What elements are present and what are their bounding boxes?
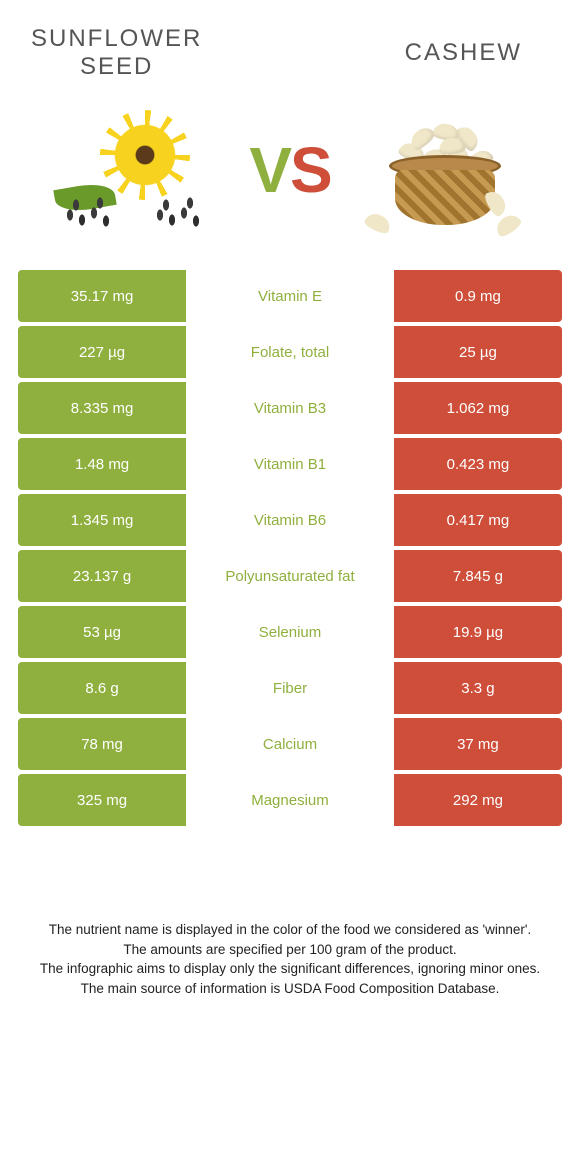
table-row: 8.335 mgVitamin B31.062 mg — [18, 382, 562, 434]
table-row: 325 mgMagnesium292 mg — [18, 774, 562, 826]
right-value: 0.9 mg — [391, 270, 562, 322]
header: SUNFLOWER SEED CASHEW — [0, 0, 580, 100]
left-food-image — [30, 100, 239, 240]
vs-label: VS — [239, 133, 340, 207]
comparison-table: 35.17 mgVitamin E0.9 mg227 µgFolate, tot… — [0, 270, 580, 826]
right-value: 19.9 µg — [391, 606, 562, 658]
left-value: 23.137 g — [18, 550, 189, 602]
nutrient-name: Vitamin B6 — [189, 494, 391, 546]
right-value: 7.845 g — [391, 550, 562, 602]
footer-line: The nutrient name is displayed in the co… — [30, 920, 550, 940]
vs-letter-s: S — [290, 134, 331, 206]
footer-notes: The nutrient name is displayed in the co… — [0, 830, 580, 998]
images-row: VS — [0, 100, 580, 270]
left-value: 1.345 mg — [18, 494, 189, 546]
right-food-title-col: CASHEW — [377, 39, 550, 67]
nutrient-name: Selenium — [189, 606, 391, 658]
right-value: 0.417 mg — [391, 494, 562, 546]
sunflower-icon — [55, 110, 215, 230]
table-row: 78 mgCalcium37 mg — [18, 718, 562, 770]
footer-line: The infographic aims to display only the… — [30, 959, 550, 979]
table-row: 23.137 gPolyunsaturated fat7.845 g — [18, 550, 562, 602]
right-value: 25 µg — [391, 326, 562, 378]
left-value: 8.6 g — [18, 662, 189, 714]
right-value: 3.3 g — [391, 662, 562, 714]
nutrient-name: Vitamin B1 — [189, 438, 391, 490]
left-value: 8.335 mg — [18, 382, 189, 434]
footer-line: The main source of information is USDA F… — [30, 979, 550, 999]
table-row: 35.17 mgVitamin E0.9 mg — [18, 270, 562, 322]
left-value: 53 µg — [18, 606, 189, 658]
right-food-image — [341, 100, 550, 240]
table-row: 227 µgFolate, total25 µg — [18, 326, 562, 378]
table-row: 8.6 gFiber3.3 g — [18, 662, 562, 714]
nutrient-name: Fiber — [189, 662, 391, 714]
left-value: 78 mg — [18, 718, 189, 770]
nutrient-name: Magnesium — [189, 774, 391, 826]
right-value: 37 mg — [391, 718, 562, 770]
left-value: 227 µg — [18, 326, 189, 378]
cashew-basket-icon — [365, 105, 525, 235]
table-row: 1.345 mgVitamin B60.417 mg — [18, 494, 562, 546]
left-food-title: SUNFLOWER SEED — [30, 25, 203, 80]
nutrient-name: Calcium — [189, 718, 391, 770]
right-value: 1.062 mg — [391, 382, 562, 434]
nutrient-name: Polyunsaturated fat — [189, 550, 391, 602]
left-value: 35.17 mg — [18, 270, 189, 322]
table-row: 1.48 mgVitamin B10.423 mg — [18, 438, 562, 490]
nutrient-name: Folate, total — [189, 326, 391, 378]
table-row: 53 µgSelenium19.9 µg — [18, 606, 562, 658]
nutrient-name: Vitamin E — [189, 270, 391, 322]
right-food-title: CASHEW — [377, 39, 550, 67]
left-value: 1.48 mg — [18, 438, 189, 490]
left-food-title-col: SUNFLOWER SEED — [30, 25, 203, 80]
vs-letter-v: V — [249, 134, 290, 206]
footer-line: The amounts are specified per 100 gram o… — [30, 940, 550, 960]
right-value: 0.423 mg — [391, 438, 562, 490]
nutrient-name: Vitamin B3 — [189, 382, 391, 434]
left-value: 325 mg — [18, 774, 189, 826]
right-value: 292 mg — [391, 774, 562, 826]
